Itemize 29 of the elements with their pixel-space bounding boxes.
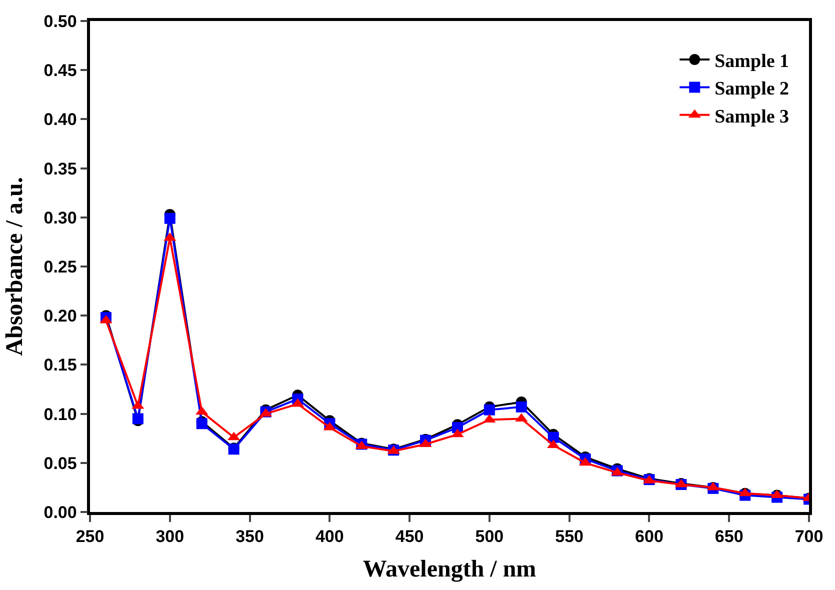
point [516,401,527,412]
x-tick-label: 350 [236,527,264,546]
y-tick-label: 0.50 [44,12,77,31]
y-tick-label: 0.40 [44,110,77,130]
point [484,404,495,416]
legend-label: Sample 2 [714,78,790,100]
legend-label: Sample 1 [714,50,790,72]
x-tick-label: 450 [395,527,424,546]
x-tick-label: 250 [76,527,104,546]
y-tick-label: 0.30 [44,208,77,228]
x-tick-label: 550 [555,527,584,546]
y-tick-label: 0.25 [44,257,77,276]
y-tick-label: 0.45 [44,61,77,80]
y-tick-label: 0.20 [44,306,77,326]
legend-label: Sample 3 [714,106,790,128]
x-tick-label: 700 [794,527,824,546]
y-tick-label: 0.35 [44,159,77,178]
y-axis-title: Absorbance / a.u. [2,177,28,356]
x-tick-label: 650 [714,527,744,546]
y-tick-label: 0.00 [44,502,77,522]
point [164,212,176,224]
x-tick-label: 300 [156,527,184,546]
y-tick-label: 0.15 [44,356,77,375]
x-tick-label: 400 [315,527,344,546]
y-tick-label: 0.05 [44,454,77,473]
x-tick-label: 500 [475,527,504,546]
x-axis-title: Wavelength / nm [362,556,536,582]
x-tick-label: 600 [635,527,664,546]
y-tick-label: 0.10 [44,404,77,424]
